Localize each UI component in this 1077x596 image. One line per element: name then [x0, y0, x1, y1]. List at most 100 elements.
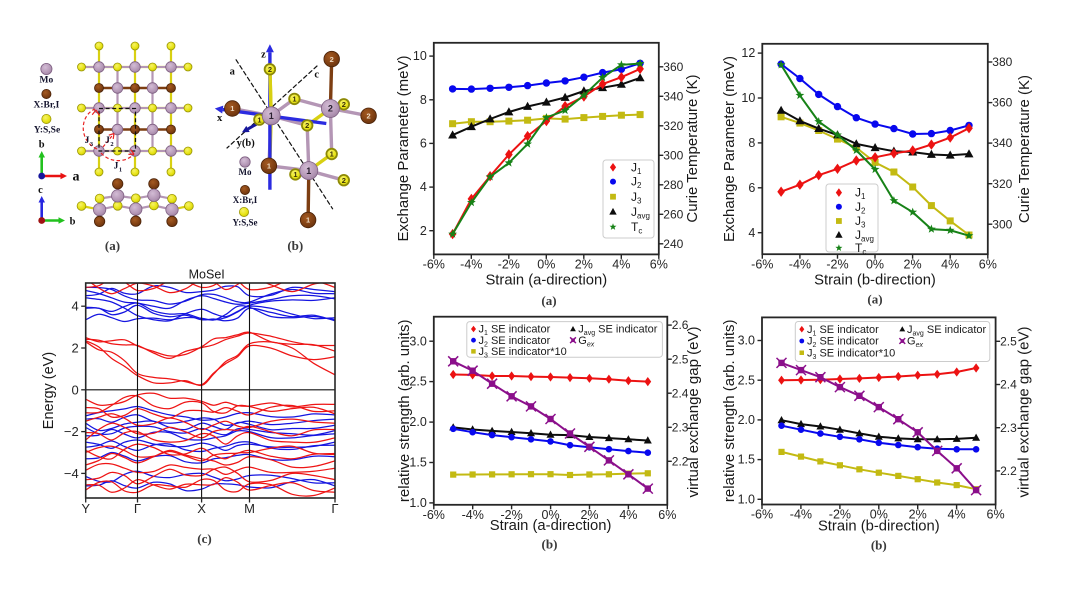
svg-text:Y: Y — [81, 501, 90, 516]
svg-text:1.0: 1.0 — [409, 496, 426, 510]
svg-text:(c): (c) — [197, 531, 211, 546]
svg-text:Curie Temperature (K): Curie Temperature (K) — [1016, 75, 1033, 223]
svg-text:J3 SE indicator*10: J3 SE indicator*10 — [479, 346, 567, 359]
svg-text:−2: −2 — [64, 424, 79, 439]
svg-text:(b): (b) — [542, 537, 558, 552]
svg-text:y(b): y(b) — [237, 138, 256, 149]
svg-text:1: 1 — [306, 166, 311, 176]
svg-text:0: 0 — [71, 382, 78, 397]
svg-text:1.5: 1.5 — [409, 456, 426, 470]
svg-text:M: M — [244, 501, 255, 516]
svg-text:1: 1 — [119, 167, 122, 174]
svg-text:240: 240 — [663, 237, 683, 251]
svg-text:−4: −4 — [64, 466, 79, 481]
svg-text:-4%: -4% — [789, 257, 811, 271]
svg-text:Γ: Γ — [134, 501, 141, 516]
svg-text:J3: J3 — [631, 190, 642, 206]
svg-text:(b): (b) — [287, 238, 303, 253]
svg-text:J3: J3 — [855, 214, 866, 230]
svg-text:1.0: 1.0 — [738, 492, 755, 506]
svg-text:J1: J1 — [855, 186, 866, 202]
svg-text:2: 2 — [367, 112, 371, 121]
svg-text:4: 4 — [71, 299, 78, 314]
svg-text:6%: 6% — [987, 508, 1005, 522]
svg-text:J1 SE indicator: J1 SE indicator — [807, 324, 879, 337]
svg-text:c: c — [314, 69, 319, 80]
svg-text:0%: 0% — [866, 257, 884, 271]
svg-text:Mo: Mo — [239, 167, 252, 177]
svg-text:relative strength (arb. units): relative strength (arb. units) — [396, 320, 413, 503]
svg-text:-2%: -2% — [498, 258, 520, 272]
svg-text:(b): (b) — [871, 538, 887, 553]
svg-text:8: 8 — [420, 93, 427, 107]
svg-text:0%: 0% — [870, 508, 888, 522]
svg-text:z: z — [261, 49, 266, 60]
svg-text:1: 1 — [292, 95, 296, 104]
svg-text:Strain (a-direction): Strain (a-direction) — [490, 518, 612, 534]
svg-text:J: J — [105, 136, 110, 146]
svg-text:0%: 0% — [537, 258, 555, 272]
svg-text:6%: 6% — [658, 508, 676, 522]
svg-text:2: 2 — [342, 100, 346, 109]
svg-text:2.3: 2.3 — [1000, 421, 1017, 435]
svg-text:-6%: -6% — [751, 508, 773, 522]
svg-text:X:Br,I: X:Br,I — [233, 195, 258, 205]
svg-text:2: 2 — [328, 104, 333, 114]
svg-text:1: 1 — [230, 104, 234, 113]
svg-text:2.5: 2.5 — [409, 375, 426, 389]
svg-text:2.4: 2.4 — [672, 386, 689, 400]
svg-text:J3 SE indicator*10: J3 SE indicator*10 — [807, 348, 895, 361]
svg-text:6%: 6% — [979, 257, 997, 271]
svg-text:Curie Temperature (K): Curie Temperature (K) — [684, 74, 701, 222]
svg-text:12: 12 — [741, 46, 755, 60]
svg-text:2.0: 2.0 — [409, 415, 426, 429]
svg-text:6%: 6% — [650, 258, 668, 272]
svg-text:X: X — [197, 501, 206, 516]
svg-text:J: J — [85, 136, 90, 146]
svg-text:2: 2 — [420, 224, 427, 238]
svg-text:2.5: 2.5 — [1000, 334, 1017, 348]
svg-text:2.2: 2.2 — [1000, 464, 1017, 478]
svg-text:3.0: 3.0 — [738, 334, 755, 348]
svg-text:300: 300 — [663, 148, 683, 162]
svg-text:320: 320 — [992, 177, 1012, 191]
svg-text:360: 360 — [992, 96, 1012, 110]
svg-text:virtual exchange gap (eV): virtual exchange gap (eV) — [685, 327, 702, 498]
svg-text:6: 6 — [748, 181, 755, 195]
svg-text:6: 6 — [420, 137, 427, 151]
svg-text:1: 1 — [269, 111, 274, 121]
svg-text:2: 2 — [305, 121, 309, 130]
svg-text:2%: 2% — [904, 257, 922, 271]
svg-text:10: 10 — [413, 49, 427, 63]
svg-text:Γ: Γ — [331, 501, 338, 516]
svg-text:-2%: -2% — [500, 508, 522, 522]
svg-text:Javg SE indicator: Javg SE indicator — [907, 324, 986, 337]
svg-text:x: x — [217, 113, 223, 124]
svg-text:Tc: Tc — [631, 220, 642, 236]
svg-text:2: 2 — [110, 141, 113, 148]
svg-text:2%: 2% — [580, 508, 598, 522]
svg-text:280: 280 — [663, 178, 683, 192]
svg-text:2.5: 2.5 — [738, 373, 755, 387]
svg-text:2.4: 2.4 — [1000, 378, 1017, 392]
svg-text:b: b — [70, 217, 76, 228]
svg-text:X:Br,I: X:Br,I — [34, 101, 60, 111]
svg-text:2: 2 — [71, 341, 78, 356]
svg-text:Strain (b-direction): Strain (b-direction) — [818, 519, 940, 535]
svg-text:0%: 0% — [542, 508, 560, 522]
svg-text:(a): (a) — [541, 293, 556, 308]
svg-text:Strain (a-direction): Strain (a-direction) — [485, 273, 607, 289]
svg-text:Energy (eV): Energy (eV) — [41, 352, 57, 429]
svg-text:2%: 2% — [575, 258, 593, 272]
svg-text:4: 4 — [748, 226, 755, 240]
svg-text:3: 3 — [90, 141, 94, 148]
svg-text:-2%: -2% — [829, 508, 851, 522]
svg-text:(a): (a) — [867, 292, 882, 307]
svg-text:4%: 4% — [612, 258, 630, 272]
svg-text:2.5: 2.5 — [672, 352, 689, 366]
svg-text:340: 340 — [992, 136, 1012, 150]
svg-text:J2 SE indicator: J2 SE indicator — [807, 336, 879, 349]
svg-text:Exchange Parameter (meV): Exchange Parameter (meV) — [721, 56, 738, 242]
svg-text:-6%: -6% — [423, 258, 445, 272]
svg-text:380: 380 — [992, 55, 1012, 69]
